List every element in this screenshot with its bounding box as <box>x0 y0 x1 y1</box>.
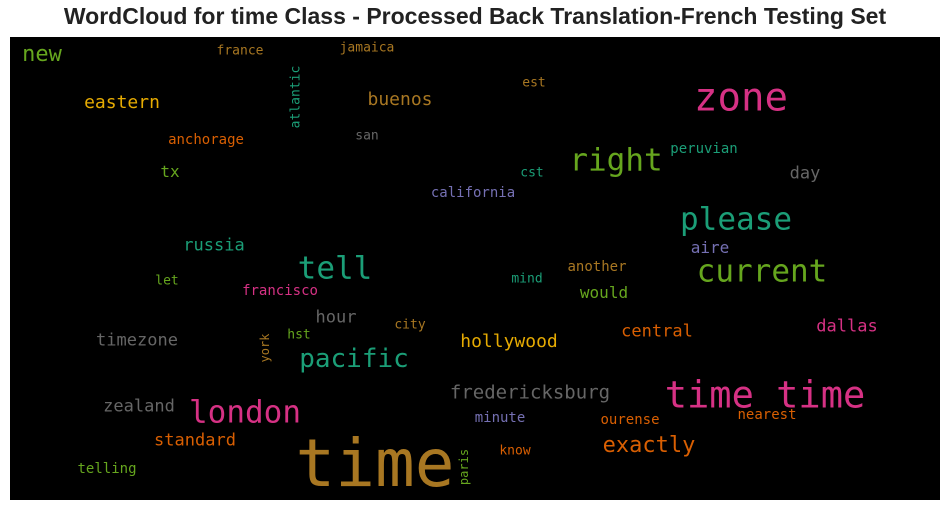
word-jamaica: jamaica <box>339 40 395 56</box>
word-london: london <box>189 394 301 431</box>
word-current: current <box>696 253 828 290</box>
word-france: france <box>216 43 264 59</box>
word-hst: hst <box>287 327 311 343</box>
word-aire: aire <box>690 238 730 257</box>
wordcloud-canvas: time zone time time london tell please right cu… <box>10 37 940 500</box>
word-mind: mind <box>511 271 543 287</box>
word-right: right <box>569 142 663 179</box>
word-ourense: ourense <box>600 412 660 428</box>
word-peruvian: peruvian <box>670 141 738 157</box>
word-cst: cst <box>520 165 544 181</box>
word-time-time: time time <box>664 373 866 417</box>
word-new: new <box>22 42 62 67</box>
word-time: time <box>295 425 455 500</box>
word-buenos: buenos <box>367 89 433 110</box>
word-zealand: zealand <box>103 396 175 417</box>
word-francisco: francisco <box>242 283 318 299</box>
word-please: please <box>680 201 792 238</box>
word-another: another <box>567 259 627 275</box>
word-anchorage: anchorage <box>168 132 244 148</box>
word-standard: standard <box>154 430 236 451</box>
word-est: est <box>522 75 546 91</box>
word-eastern: eastern <box>84 92 160 113</box>
word-city: city <box>394 317 426 333</box>
word-nearest: nearest <box>737 407 797 423</box>
word-atlantic: atlantic <box>288 65 304 129</box>
word-pacific: pacific <box>299 344 409 374</box>
word-minute: minute <box>474 410 526 426</box>
word-california: california <box>430 185 516 201</box>
word-exactly: exactly <box>602 433 696 458</box>
word-know: know <box>499 443 531 459</box>
word-let: let <box>155 273 179 289</box>
word-central: central <box>621 321 693 342</box>
word-san: san <box>355 128 379 144</box>
word-tell: tell <box>297 250 373 287</box>
chart-title: WordCloud for time Class - Processed Bac… <box>63 3 887 29</box>
word-timezone: timezone <box>96 330 178 351</box>
word-zone: zone <box>694 75 788 121</box>
word-tx: tx <box>160 162 180 181</box>
word-fredericksburg: fredericksburg <box>449 381 611 404</box>
word-york: york <box>258 333 272 363</box>
word-would: would <box>579 283 629 302</box>
word-hollywood: hollywood <box>460 331 558 352</box>
word-day: day <box>789 163 821 184</box>
word-hour: hour <box>315 307 357 328</box>
word-paris: paris <box>457 448 471 486</box>
word-russia: russia <box>183 235 245 256</box>
word-telling: telling <box>77 461 137 477</box>
word-dallas: dallas <box>816 316 878 337</box>
